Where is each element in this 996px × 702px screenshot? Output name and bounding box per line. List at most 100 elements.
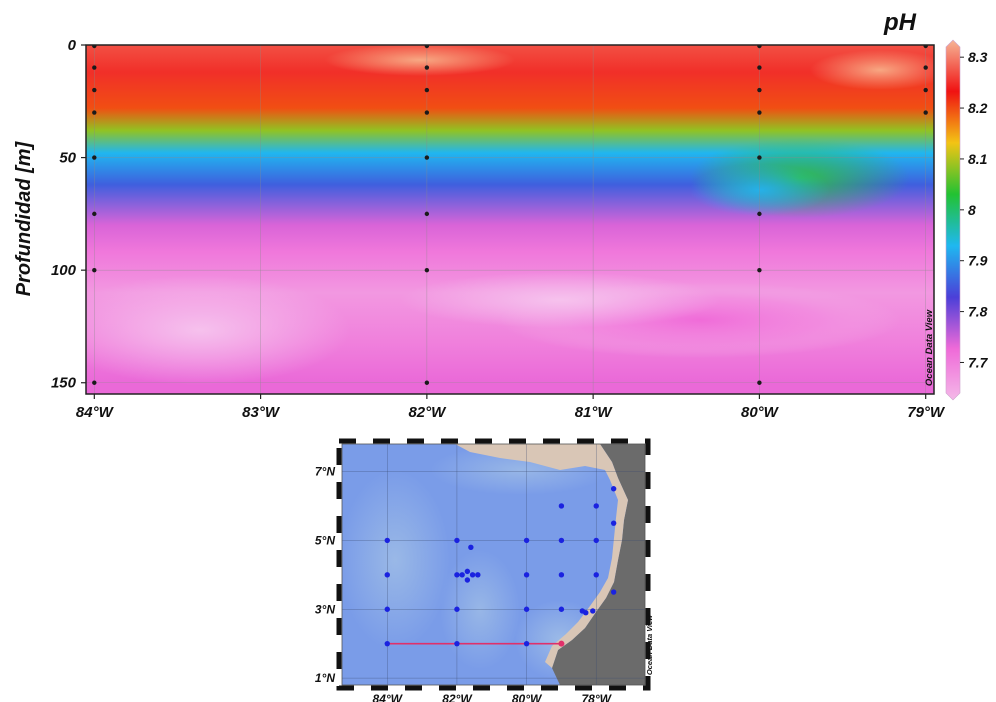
sample-point — [92, 110, 97, 115]
sample-point — [92, 267, 97, 273]
colorbar-tick-label: 8 — [968, 202, 976, 218]
sample-points — [92, 45, 928, 385]
section-watermark: Ocean Data View — [924, 309, 935, 386]
grid-lines — [86, 45, 934, 394]
map-station — [558, 503, 565, 509]
sample-point — [424, 211, 430, 217]
sample-point — [757, 110, 762, 115]
map-border-inner — [341, 443, 646, 686]
pale-core-center — [400, 272, 720, 328]
section-y-ticks: 0 50 100 150 — [51, 37, 86, 392]
map-border-dashes — [336, 438, 651, 691]
map-station — [469, 572, 476, 578]
sample-point — [92, 380, 97, 385]
sample-point — [424, 155, 430, 160]
map-frame — [336, 438, 651, 691]
sample-point — [424, 267, 430, 273]
map-station — [454, 606, 460, 612]
shallow-shelf-west — [342, 470, 450, 650]
section-x-ticks: 84°W 83°W 82°W 81°W 80°W 79°W — [76, 394, 946, 421]
map-station — [593, 503, 599, 509]
map-station — [590, 608, 596, 614]
x-tick-label: 83°W — [242, 404, 281, 421]
sample-point — [92, 87, 97, 93]
map-station — [558, 606, 565, 612]
coast-beige — [545, 462, 628, 668]
sample-point — [424, 110, 430, 115]
map-y-tick-label: 7°N — [315, 465, 335, 479]
map-station — [523, 537, 530, 544]
map-station — [593, 537, 599, 544]
map-station — [454, 640, 460, 647]
sample-point — [424, 45, 430, 49]
colorbar-tick-label: 7.7 — [968, 354, 989, 370]
colorbar-tick-label: 8.1 — [968, 151, 988, 167]
map-station — [384, 606, 390, 612]
map-stations — [384, 486, 617, 647]
map-station — [610, 486, 617, 492]
colorbar-title: pH — [883, 9, 917, 36]
sample-point — [92, 65, 97, 70]
colorbar-tick-label: 8.3 — [968, 49, 988, 65]
section-frame — [85, 44, 935, 395]
x-tick-label: 79°W — [907, 404, 946, 421]
map-station — [384, 537, 390, 544]
map-x-tick-label: 84°W — [373, 692, 404, 702]
x-tick-label: 82°W — [408, 404, 447, 421]
map-y-tick-label: 5°N — [315, 533, 335, 547]
map-station — [459, 572, 465, 578]
y-tick-label: 100 — [51, 262, 77, 279]
map-station — [610, 520, 617, 526]
map-x-tick-label: 78°W — [581, 692, 612, 702]
colorbar-bar — [945, 39, 961, 401]
map-y-tick-label: 3°N — [315, 602, 335, 616]
map-station — [593, 572, 599, 578]
shallow-ridge — [440, 550, 520, 670]
section-plot: 84°W 83°W 82°W 81°W 80°W 79°W 0 50 100 150 Profu… — [13, 37, 946, 421]
map-station — [454, 572, 460, 578]
map-y-tick-label: 1°N — [315, 671, 335, 685]
sample-point — [92, 211, 97, 217]
map-x-tick-label: 82°W — [442, 692, 473, 702]
map-station — [558, 537, 565, 544]
sample-point — [424, 65, 430, 70]
map-station — [523, 606, 530, 612]
sample-point — [92, 45, 97, 49]
map-ticks: 84°W 82°W 80°W 78°W 1°N 3°N 5°N 7°N — [315, 465, 613, 702]
sample-point — [757, 155, 762, 160]
sample-point — [424, 87, 430, 93]
map-station — [464, 577, 471, 583]
map-station — [384, 640, 390, 647]
land-east — [552, 444, 645, 685]
map-station — [384, 572, 390, 578]
y-tick-label: 0 — [68, 37, 77, 54]
map-station — [523, 572, 530, 578]
surface-warm-patch-east — [810, 50, 934, 90]
cyan-bulge-east — [690, 164, 830, 216]
map-station — [523, 640, 530, 647]
map-station — [475, 572, 481, 578]
colorbar-tick-label: 7.8 — [968, 304, 988, 320]
sample-point — [923, 45, 928, 49]
land-north — [455, 444, 612, 470]
colorbar-tick-label: 8.2 — [968, 100, 988, 116]
x-tick-label: 81°W — [575, 404, 614, 421]
transect-end-station — [558, 640, 565, 647]
map-station — [468, 544, 474, 550]
map-station — [583, 610, 589, 616]
map-station — [464, 568, 471, 575]
colorbar-ticks: 7.7 7.8 7.9 8 8.1 8.2 8.3 — [960, 49, 989, 370]
colorbar-tick-label: 7.9 — [968, 253, 988, 269]
sample-point — [757, 87, 762, 93]
sample-point — [757, 211, 762, 217]
station-map: 84°W 82°W 80°W 78°W 1°N 3°N 5°N 7°N Ocean Data … — [315, 438, 654, 702]
map-station — [610, 589, 617, 595]
pale-core-west — [86, 275, 350, 385]
surface-warm-patch — [325, 45, 515, 76]
sample-point — [92, 155, 97, 160]
x-tick-label: 80°W — [741, 404, 780, 421]
map-station — [558, 572, 565, 578]
sample-point — [923, 110, 928, 115]
section-y-axis-label: Profundidad [m] — [13, 140, 35, 296]
